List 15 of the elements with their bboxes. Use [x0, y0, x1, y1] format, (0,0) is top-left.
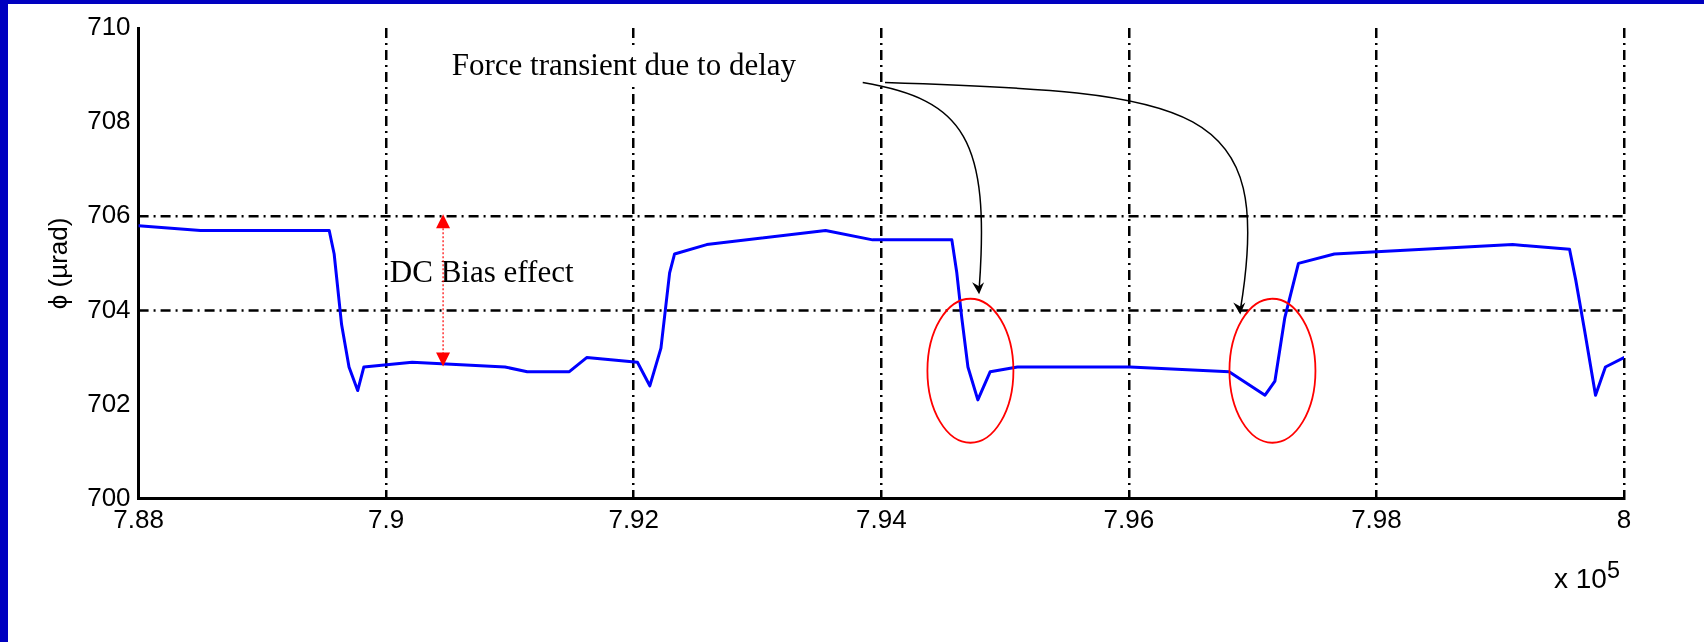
x-tick-label: 7.98 — [1351, 503, 1402, 534]
x-axis-title: x 10$^{5}$ — [1554, 556, 1620, 596]
annotation: DC Bias effect — [389, 254, 574, 290]
x-tick-label: 7.96 — [1103, 503, 1155, 534]
x-tick-label: 7.92 — [608, 503, 660, 534]
y-tick-label: 704 — [87, 293, 131, 324]
y-tick-label: 702 — [87, 387, 131, 418]
y-tick-label: 708 — [87, 105, 131, 136]
y-tick-label: 710 — [87, 11, 131, 42]
annotation: Force transient due to delay — [451, 47, 797, 83]
x-tick-label: 7.94 — [855, 503, 907, 534]
y-tick-label: 706 — [87, 199, 131, 230]
y-axis-title: ϕ (µrad) — [42, 217, 73, 310]
x-tick-label: 7.9 — [368, 503, 405, 534]
x-tick-label: 8 — [1616, 503, 1632, 534]
